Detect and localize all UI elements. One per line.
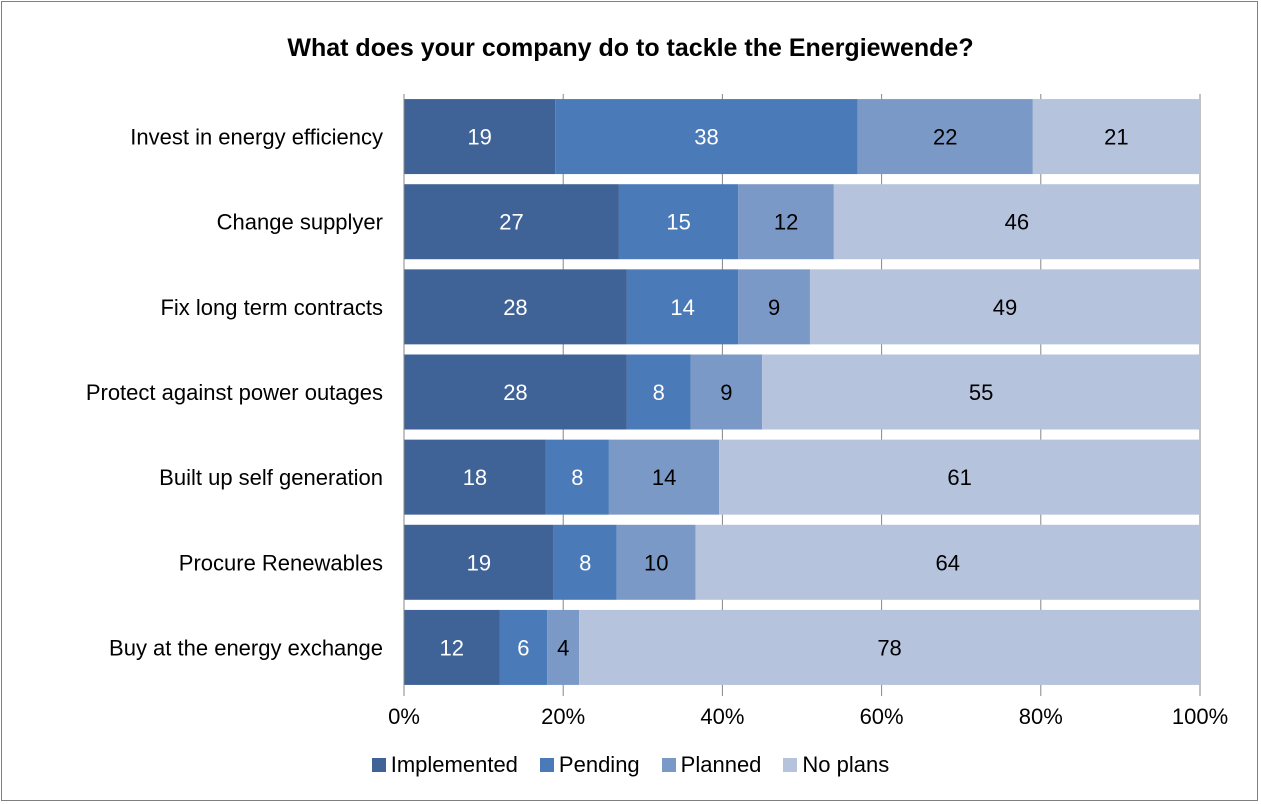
data-label: 6 xyxy=(517,635,529,660)
data-label: 8 xyxy=(571,465,583,490)
bar-segment xyxy=(553,524,617,600)
bar-segment xyxy=(547,609,580,685)
data-label: 14 xyxy=(670,295,694,320)
bar-segment xyxy=(616,524,696,600)
bar-segment xyxy=(404,439,546,515)
bar-segment xyxy=(579,609,1200,685)
data-label: 78 xyxy=(877,635,901,660)
bar-segment xyxy=(1032,99,1200,175)
data-label: 61 xyxy=(947,465,971,490)
bar-segment xyxy=(404,99,556,175)
x-tick-label: 40% xyxy=(700,704,744,729)
bar-segment xyxy=(404,609,500,685)
legend-item: Pending xyxy=(539,752,640,778)
legend-swatch xyxy=(371,758,386,772)
data-label: 12 xyxy=(774,210,798,235)
data-label: 28 xyxy=(503,380,527,405)
category-label: Procure Renewables xyxy=(179,550,383,575)
data-label: 14 xyxy=(652,465,676,490)
data-label: 8 xyxy=(653,380,665,405)
bar-segment xyxy=(626,269,739,345)
legend-label: No plans xyxy=(802,752,890,777)
bar-segment xyxy=(404,269,627,345)
data-label: 4 xyxy=(557,635,569,660)
bar-segment xyxy=(404,184,619,260)
data-label: 27 xyxy=(499,210,523,235)
data-label: 12 xyxy=(440,635,464,660)
chart-title: What does your company do to tackle the … xyxy=(287,34,974,62)
data-label: 19 xyxy=(467,550,491,575)
bar-segment xyxy=(499,609,548,685)
data-label: 21 xyxy=(1104,125,1128,150)
bar-segment xyxy=(690,354,763,430)
bar-segment xyxy=(545,439,609,515)
bar-segment xyxy=(738,184,834,260)
data-label: 64 xyxy=(936,550,960,575)
x-tick-label: 0% xyxy=(388,704,420,729)
data-label: 22 xyxy=(933,125,957,150)
category-label: Protect against power outages xyxy=(86,380,383,405)
bar-segment xyxy=(608,439,720,515)
legend-label: Planned xyxy=(680,752,762,777)
bar-segment xyxy=(719,439,1200,515)
data-label: 49 xyxy=(993,295,1017,320)
data-label: 15 xyxy=(666,210,690,235)
legend-label: Implemented xyxy=(390,752,518,777)
data-label: 46 xyxy=(1005,210,1029,235)
bar-segment xyxy=(695,524,1200,600)
category-label: Invest in energy efficiency xyxy=(130,125,383,150)
legend-swatch xyxy=(539,758,554,772)
bar-segment xyxy=(404,524,554,600)
x-tick-label: 60% xyxy=(860,704,904,729)
category-label: Buy at the energy exchange xyxy=(109,635,383,660)
data-label: 9 xyxy=(720,380,732,405)
legend-swatch xyxy=(783,758,798,772)
data-label: 8 xyxy=(579,550,591,575)
category-label: Fix long term contracts xyxy=(160,295,383,320)
bar-segment xyxy=(618,184,739,260)
legend-label: Pending xyxy=(558,752,640,777)
x-tick-label: 80% xyxy=(1019,704,1063,729)
data-label: 9 xyxy=(768,295,780,320)
bar-segment xyxy=(762,354,1200,430)
bar-segment xyxy=(404,354,627,430)
legend-item: Implemented xyxy=(371,752,518,778)
data-label: 28 xyxy=(503,295,527,320)
legend: Implemented Pending Planned No plans xyxy=(2,752,1259,778)
data-label: 10 xyxy=(644,550,668,575)
legend-item: No plans xyxy=(783,752,889,778)
bar-segment xyxy=(857,99,1033,175)
bar-segment xyxy=(738,269,810,345)
bar-segment xyxy=(555,99,858,175)
data-label: 18 xyxy=(463,465,487,490)
data-label: 38 xyxy=(694,125,718,150)
category-label: Change supplyer xyxy=(217,210,383,235)
data-label: 55 xyxy=(969,380,993,405)
x-tick-label: 100% xyxy=(1172,704,1228,729)
bar-segment xyxy=(626,354,691,430)
legend-swatch xyxy=(661,758,676,772)
bar-segment xyxy=(809,269,1200,345)
data-label: 19 xyxy=(467,125,491,150)
legend-item: Planned xyxy=(661,752,762,778)
bar-segment xyxy=(833,184,1200,260)
category-label: Built up self generation xyxy=(159,465,383,490)
x-tick-label: 20% xyxy=(541,704,585,729)
